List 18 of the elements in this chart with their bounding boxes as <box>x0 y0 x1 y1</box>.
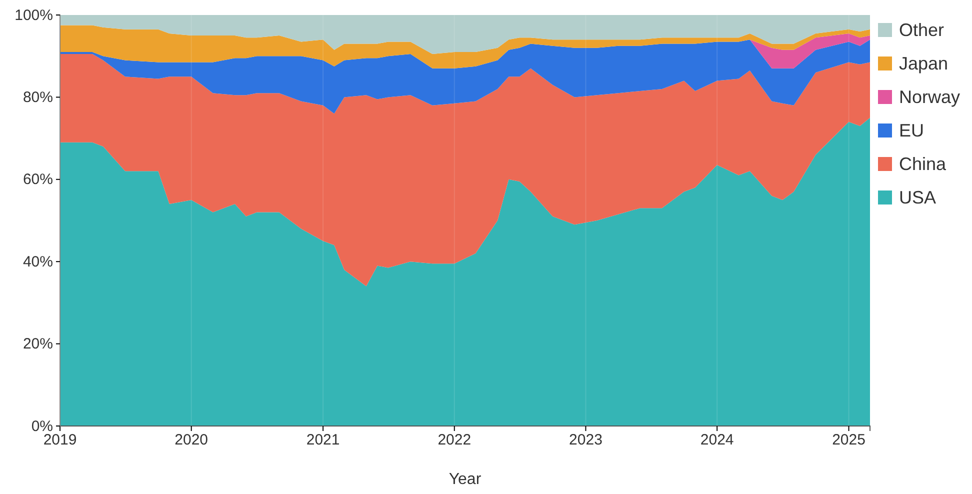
y-tick-label: 100% <box>14 6 53 24</box>
x-tick-label: 2025 <box>832 432 866 449</box>
y-tick-label: 80% <box>22 89 53 106</box>
x-axis-title: Year <box>448 471 482 488</box>
legend-label: China <box>899 154 948 174</box>
x-tick-label: 2021 <box>306 432 340 449</box>
y-tick-label: 20% <box>22 336 53 353</box>
legend-label: Other <box>899 20 944 40</box>
y-tick-label: 40% <box>22 253 53 270</box>
legend-label: Japan <box>899 54 948 74</box>
x-tick-label: 2024 <box>700 432 734 449</box>
x-tick-label: 2020 <box>174 432 208 449</box>
x-tick-label: 2023 <box>569 432 602 449</box>
legend-label: Norway <box>899 87 960 107</box>
legend-label: EU <box>899 120 924 140</box>
legend-label: USA <box>899 188 936 208</box>
y-tick-label: 60% <box>22 171 53 188</box>
x-tick-label: 2022 <box>438 432 472 449</box>
